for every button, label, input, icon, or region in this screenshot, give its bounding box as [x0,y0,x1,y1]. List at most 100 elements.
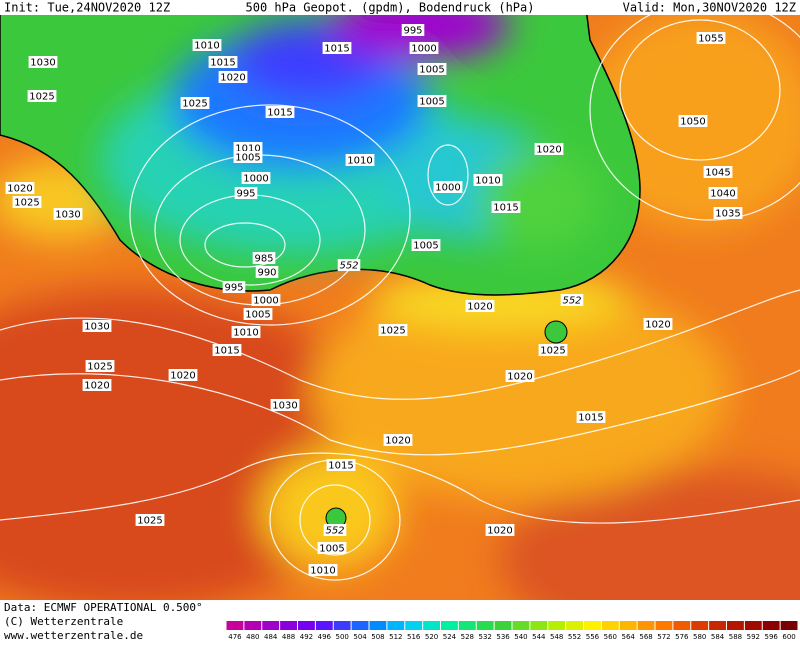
colorbar-label: 528 [461,633,474,641]
colorbar-swatch [762,621,780,630]
isobars [0,15,800,581]
colorbar-swatch [566,621,583,630]
colorbar-swatch [619,621,637,630]
label-box [433,181,463,193]
label-box [538,344,568,356]
label-box [696,32,726,44]
init-time: Init: Tue,24NOV2020 12Z [4,1,170,15]
isobar-label: 1015 [210,58,235,69]
colorbar-label: 560 [604,633,617,641]
isobar-label: 1015 [214,346,239,357]
isobar-label: 1020 [220,73,245,84]
isobar-label: 1015 [328,461,353,472]
isobar-label: 995 [403,26,422,37]
colorbar-swatch [548,621,566,630]
colorbar-label: 592 [747,633,760,641]
label-box [417,95,447,107]
website: www.wetterzentrale.de [4,629,143,642]
colorbar-swatch [494,621,512,630]
isobar-label: 1020 [645,320,670,331]
label-box [409,42,439,54]
colorbar-swatch [709,621,726,630]
isobar-label: 1015 [324,44,349,55]
isobar-label: 1020 [487,526,512,537]
colorbar-label: 480 [246,633,259,641]
colorbar-swatch [530,621,548,630]
colorbar-swatch [780,621,798,630]
isobar-label: 1025 [540,346,565,357]
label-box [5,182,35,194]
label-box [473,174,503,186]
colorbar-label: 596 [765,633,779,641]
label-box [168,369,198,381]
colorbar-swatch [298,621,315,630]
colorbar-swatch [405,621,423,630]
isobar-labels: 1010 1015 1020 1015 995 1000 1005 1005 1030 1025 1… [5,24,743,577]
label-box [212,344,242,356]
colorbar-swatch [315,621,333,630]
isobar-label: 1010 [233,328,258,339]
isobar-label: 1020 [536,145,561,156]
isobar-label: 1045 [705,168,730,179]
label-box [180,97,210,109]
isobar-label: 1030 [55,210,80,221]
isobar-label: 1000 [435,183,460,194]
isobar-label: 1010 [347,156,372,167]
isobar-label: 1005 [245,310,270,321]
isobar-label: 552 [325,526,344,537]
label-box [383,434,413,446]
label-box [85,360,115,372]
label-box [251,294,281,306]
colorbar-label: 484 [264,633,278,641]
isobar-label: 1020 [84,381,109,392]
label-box [192,39,222,51]
colorbar-swatch [262,621,280,630]
colorbar-label: 556 [586,633,600,641]
colorbar-label: 572 [657,633,670,641]
isobar-label: 995 [236,189,255,200]
label-box [323,524,347,536]
isobar-label: 1025 [87,362,112,373]
label-box [465,300,495,312]
label-box [233,151,263,163]
isobar-label: 1000 [253,296,278,307]
label-box [243,308,273,320]
isobar-label: 1050 [680,117,705,128]
colorbar-label: 508 [371,633,384,641]
label-box [53,208,83,220]
colorbar-label: 488 [282,633,295,641]
isobar-label: 1015 [578,413,603,424]
label-box [218,71,248,83]
isobar-label: 1025 [182,99,207,110]
map-title: 500 hPa Geopot. (gpdm), Bodendruck (hPa) [246,1,535,15]
isobar-label: 1015 [493,203,518,214]
isobar-label: 1030 [84,322,109,333]
data-source: Data: ECMWF OPERATIONAL 0.500° [4,601,203,614]
isobar-label: 1000 [411,44,436,55]
label-box [703,166,733,178]
colorbar-label: 544 [532,633,546,641]
colorbar: 476 480 484 488 492 496 500 504 508 512 516 520 524 5… [226,621,798,641]
colorbar-label: 524 [443,633,457,641]
label-box [417,63,447,75]
colorbar-swatch [691,621,709,630]
colorbar-swatch [351,621,369,630]
isobar-label: 1025 [29,92,54,103]
colorbar-label: 580 [693,633,706,641]
colorbar-label: 520 [425,633,438,641]
label-box [708,187,738,199]
label-box [234,187,258,199]
isobar-label: 1005 [235,153,260,164]
isobar-label: 995 [224,283,243,294]
label-box [326,459,356,471]
label-box [255,266,279,278]
colorbar-label: 548 [550,633,563,641]
label-box [82,320,112,332]
isobar-label: 1010 [194,41,219,52]
label-box [505,370,535,382]
valid-time: Valid: Mon,30NOV2020 12Z [623,1,796,15]
label-box [678,115,708,127]
label-box [135,514,165,526]
isobar-label: 1040 [710,189,735,200]
